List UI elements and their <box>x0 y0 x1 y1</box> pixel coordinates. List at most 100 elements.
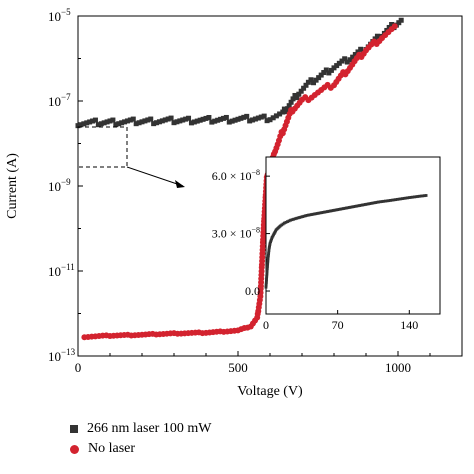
inset-point <box>395 197 399 201</box>
inset-point <box>315 212 319 215</box>
laser-point <box>286 103 292 109</box>
inset-point <box>266 258 270 262</box>
inset-point <box>295 216 299 220</box>
laser-point <box>313 77 319 83</box>
inset-point <box>267 252 270 256</box>
inset-point <box>392 198 396 202</box>
laser-point <box>151 121 157 127</box>
y-tick-label: 10−9 <box>48 177 71 194</box>
legend-label-laser: 266 nm laser 100 mW <box>87 421 212 436</box>
inset-point <box>404 196 408 200</box>
laser-point <box>194 118 200 124</box>
inset-point <box>309 213 313 216</box>
laser-point <box>326 70 332 76</box>
inset-point <box>409 195 413 199</box>
inset-point <box>340 207 344 211</box>
laser-point <box>159 118 165 124</box>
inset-point <box>266 253 270 257</box>
laser-point <box>110 117 116 123</box>
y-tick-label: 10−5 <box>48 7 71 24</box>
inset-point <box>264 281 268 284</box>
inset-point <box>266 263 269 267</box>
inset-point <box>266 255 270 259</box>
laser-point <box>119 120 125 126</box>
laser-point <box>127 117 133 123</box>
inset-point <box>342 207 345 210</box>
inset-point <box>265 275 269 278</box>
inset-point <box>331 209 335 212</box>
inset-x-tick-label: 0 <box>263 318 269 332</box>
no-laser-point <box>391 23 398 30</box>
laser-point <box>81 121 87 127</box>
inset-point <box>339 207 342 211</box>
inset-x-tick-label: 70 <box>332 318 344 332</box>
laser-point <box>301 85 307 91</box>
inset-point <box>371 201 375 205</box>
inset-point <box>378 200 382 204</box>
laser-point <box>358 46 364 52</box>
inset-point <box>267 247 271 251</box>
laser-point <box>285 106 291 112</box>
laser-point <box>336 60 342 66</box>
laser-point <box>142 118 148 124</box>
laser-point <box>116 121 122 127</box>
laser-point <box>209 119 215 125</box>
laser-point <box>84 120 90 126</box>
laser-point <box>347 57 353 63</box>
inset-point <box>312 212 316 216</box>
laser-point <box>294 95 300 101</box>
inset-point <box>284 220 288 224</box>
laser-point <box>235 116 241 122</box>
inset-point <box>419 194 423 198</box>
laser-point <box>133 121 139 127</box>
laser-point <box>328 67 334 73</box>
inset-point <box>355 204 359 208</box>
laser-point <box>321 70 327 76</box>
inset-point <box>323 210 326 214</box>
inset-point <box>418 194 421 198</box>
laser-point <box>130 116 136 122</box>
laser-point <box>212 118 218 124</box>
inset-point <box>353 204 357 208</box>
laser-point <box>75 123 81 129</box>
inset-point <box>265 268 269 272</box>
zoom-arrow-line <box>126 166 184 187</box>
inset-point <box>307 213 310 217</box>
laser-point <box>188 120 194 126</box>
inset-point <box>406 196 409 200</box>
inset-point <box>267 246 271 249</box>
laser-point <box>186 115 192 121</box>
inset-ticks: 0 70 140 0.0 3.0 × 10−8 6.0 × 10−8 <box>212 168 419 332</box>
inset-point <box>317 211 321 215</box>
inset-point <box>389 198 392 202</box>
laser-point <box>305 79 311 85</box>
x-axis-label: Voltage (V) <box>237 384 303 399</box>
inset-point <box>266 257 270 260</box>
inset-point <box>270 237 274 241</box>
laser-point <box>244 113 250 119</box>
inset-point <box>347 206 351 209</box>
laser-point <box>220 115 226 121</box>
inset-point <box>390 198 394 202</box>
inset-point <box>407 196 411 199</box>
laser-point <box>342 56 348 62</box>
laser-point <box>200 116 206 122</box>
laser-point <box>238 115 244 121</box>
laser-point <box>165 116 171 122</box>
inset-point <box>358 204 361 207</box>
inset-point <box>364 203 367 206</box>
inset-point <box>321 210 325 214</box>
inset-point <box>265 267 269 270</box>
laser-point <box>247 118 253 124</box>
inset-point <box>305 213 309 217</box>
inset-point <box>267 250 271 254</box>
laser-point <box>303 82 309 88</box>
laser-point <box>107 118 113 124</box>
inset-point <box>397 197 401 201</box>
inset-point <box>311 212 315 216</box>
inset-point <box>327 209 331 213</box>
laser-point <box>162 117 168 123</box>
inset-point <box>413 195 416 199</box>
inset-point <box>265 278 268 281</box>
laser-point <box>191 119 197 125</box>
